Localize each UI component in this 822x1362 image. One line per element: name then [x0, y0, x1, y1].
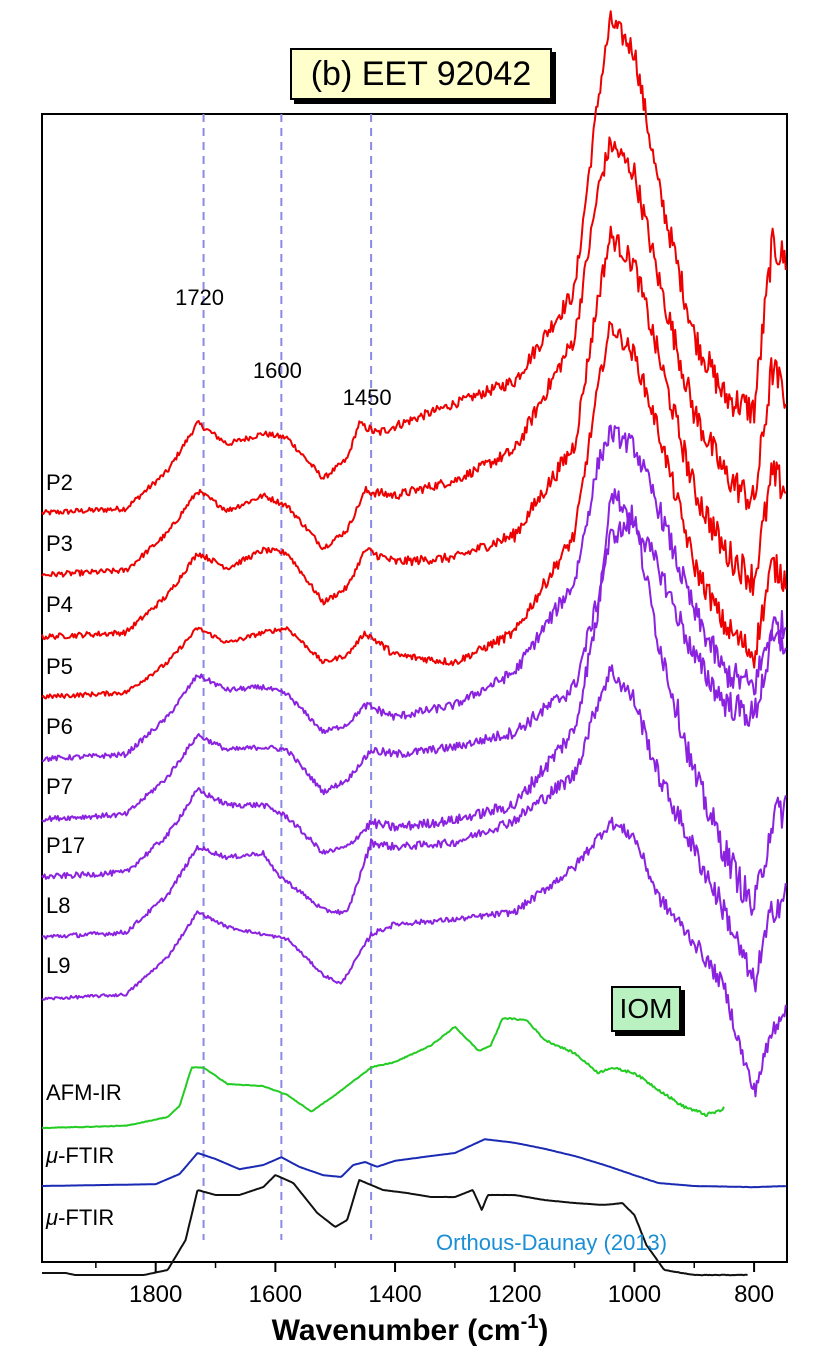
reference-label-1600: 1600	[253, 358, 302, 383]
series-line--ftir-11	[42, 1174, 748, 1277]
series-line--ftir-10	[42, 1138, 786, 1189]
reference-label-1720: 1720	[175, 285, 224, 310]
series-line-p4-2	[41, 225, 787, 641]
x-tick-label-1000: 1000	[608, 1281, 661, 1308]
series-label-p5-3: P5	[46, 654, 73, 679]
series-label-p6-4: P6	[46, 714, 73, 739]
series-line-p5-3	[41, 320, 787, 700]
citation-annotation: Orthous-Daunay (2013)	[436, 1230, 667, 1255]
plot-frame	[41, 113, 788, 1263]
series-label-l8-7: L8	[46, 893, 70, 918]
x-axis-title: Wavenumber (cm-1)	[272, 1311, 549, 1347]
chart-title: (b) EET 92042	[290, 48, 552, 100]
series-line-l9-8	[41, 816, 787, 1098]
x-axis-title-superscript: -1	[521, 1311, 539, 1333]
reference-lines	[202, 114, 373, 1240]
series-label-afm-ir-9: AFM-IR	[46, 1080, 122, 1105]
series-label-p3-1: P3	[46, 531, 73, 556]
series-layer	[41, 10, 787, 1277]
x-tick-label-1600: 1600	[249, 1281, 302, 1308]
x-tick-label-1400: 1400	[368, 1281, 421, 1308]
label-layer: 1720 1600 1450 P2 P3 P4 P5 P6 P7 P17 L8 L9 AFM-IR μ-F…	[45, 285, 392, 1230]
series-label-l9-8: L9	[46, 953, 70, 978]
series-line-p6-4	[41, 424, 787, 762]
iom-label-box: IOM	[611, 986, 681, 1032]
series-line-l8-7	[41, 664, 787, 993]
x-tick-label-1800: 1800	[129, 1281, 182, 1308]
reference-label-1450: 1450	[343, 385, 392, 410]
series-label--ftir-10: μ-FTIR	[45, 1143, 114, 1168]
series-label-p4-2: P4	[46, 592, 73, 617]
series-line-afm-ir-9	[41, 1017, 725, 1130]
series-line-p17-6	[41, 488, 787, 916]
series-label-p2-0: P2	[46, 470, 73, 495]
x-tick-label-1200: 1200	[488, 1281, 541, 1308]
series-line-p3-1	[41, 136, 787, 578]
series-label-p7-5: P7	[46, 774, 73, 799]
series-label-p17-6: P17	[46, 833, 85, 858]
x-axis: 1800 1600 1400 1200 1000 800	[95, 1262, 774, 1308]
series-line-p7-5	[41, 514, 787, 823]
x-tick-label-800: 800	[734, 1281, 774, 1308]
series-line-p2-0	[41, 10, 787, 516]
series-label--ftir-11: μ-FTIR	[45, 1205, 114, 1230]
